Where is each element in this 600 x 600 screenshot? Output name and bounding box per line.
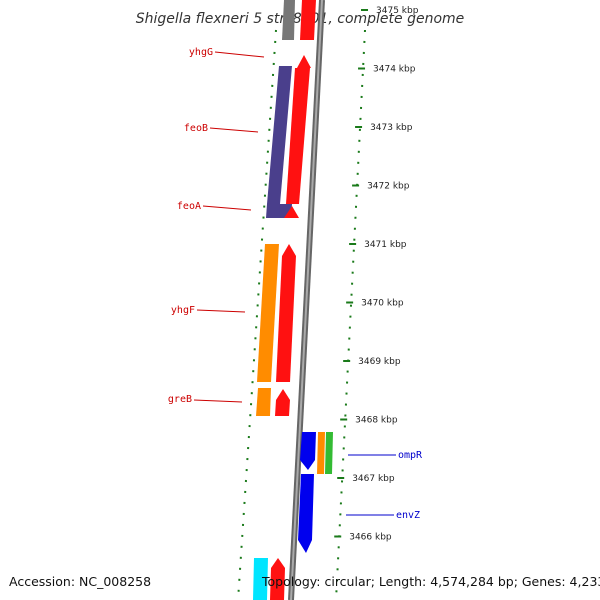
ruler-label: 3466 kbp — [349, 533, 392, 543]
gene-ompR — [300, 432, 316, 470]
gene-yhgF — [257, 244, 279, 382]
kbp-ruler: 3475 kbp 3474 kbp 3473 kbp 3472 kbp 3471 kbp… — [334, 6, 419, 543]
gene-label-envZ: envZ — [396, 510, 420, 521]
leader-line — [209, 127, 259, 133]
leader-line — [193, 399, 243, 403]
gene-label-yhgF: yhgF — [171, 305, 195, 316]
gene-labels: yhgG feoB feoA yhgF greB ompR envZ — [168, 47, 423, 521]
gene-label-yhgG: yhgG — [189, 47, 213, 58]
gene-label-feoB: feoB — [184, 123, 208, 134]
gene-label-feoA: feoA — [177, 201, 201, 212]
leader-line — [202, 205, 252, 211]
topology-text: Topology: circular; Length: 4,574,284 bp… — [261, 574, 600, 589]
leader-line — [196, 309, 246, 313]
gene-greB — [256, 388, 271, 416]
red-cds-feoA — [284, 206, 299, 218]
ruler-label: 3468 kbp — [355, 416, 398, 426]
red-cds-top — [300, 0, 316, 40]
red-cds-bottom — [270, 558, 285, 600]
cyan-feature-bottom — [253, 558, 268, 600]
orange-feature-ompR — [317, 432, 325, 474]
leader-line — [214, 51, 265, 58]
gene-label-ompR: ompR — [398, 450, 423, 461]
red-cds-yhgF — [276, 244, 296, 382]
gene-feoB — [267, 66, 292, 204]
accession-text: Accession: NC_008258 — [9, 574, 151, 589]
red-cds-greB — [275, 389, 290, 416]
gene-feoA — [266, 204, 280, 218]
gene-envZ — [298, 474, 314, 553]
ruler-label: 3474 kbp — [373, 65, 416, 75]
gray-feature-top — [282, 0, 295, 40]
ruler-label: 3473 kbp — [370, 123, 413, 133]
ruler-label: 3471 kbp — [364, 240, 407, 250]
red-cds-feoB — [286, 68, 310, 204]
ruler-label: 3470 kbp — [361, 299, 404, 309]
genome-backbone-highlight — [290, 0, 323, 600]
green-feature-ompR — [325, 432, 333, 474]
red-cds-yhgG — [297, 55, 311, 68]
gene-label-greB: greB — [168, 394, 192, 405]
map-title: Shigella flexneri 5 str. 8401, complete … — [136, 11, 465, 27]
ruler-label: 3472 kbp — [367, 182, 410, 192]
ruler-label: 3469 kbp — [358, 357, 401, 367]
ruler-label: 3467 kbp — [352, 474, 395, 484]
ruler-label: 3475 kbp — [376, 6, 419, 16]
